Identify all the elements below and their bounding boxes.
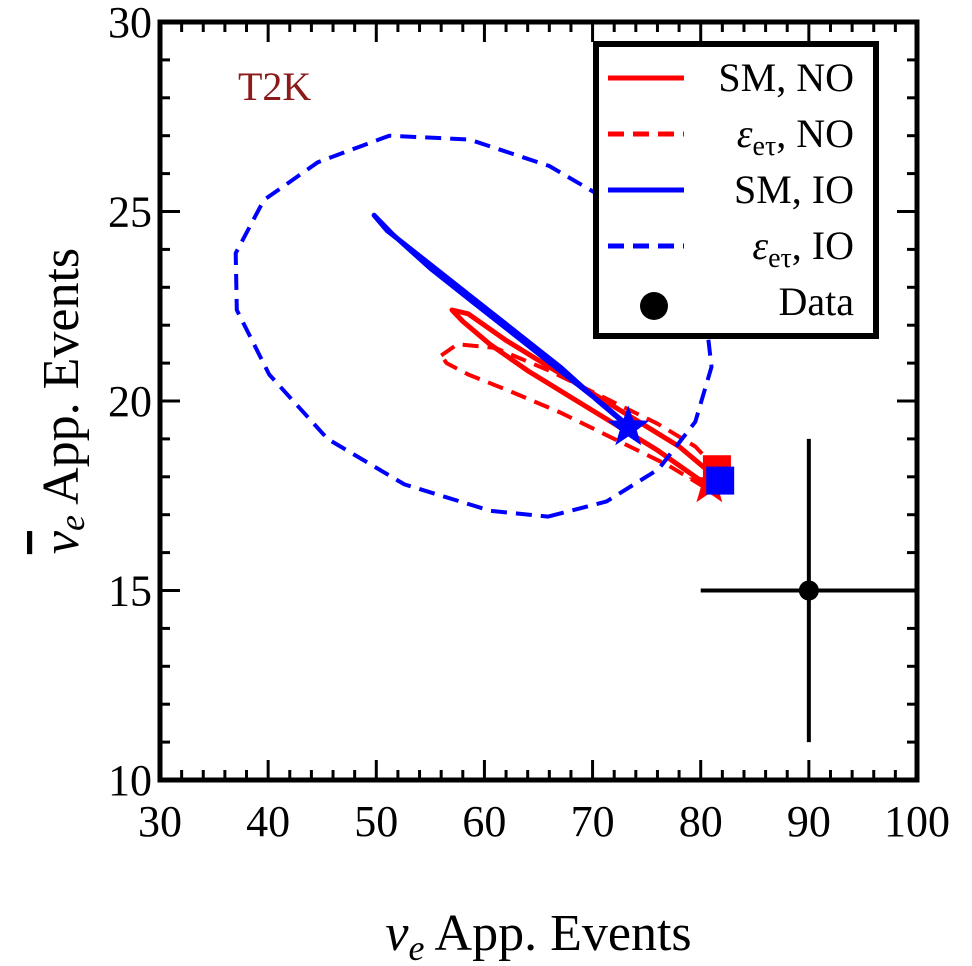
legend-label: εeτ, NO bbox=[737, 111, 854, 162]
tick-labels: 30 40 50 60 70 80 90 100 10 15 20 25 30 bbox=[108, 0, 950, 846]
data-point bbox=[798, 580, 819, 601]
x-tick-label: 50 bbox=[354, 797, 398, 846]
t2k-annotation: T2K bbox=[238, 64, 311, 109]
y-tick-label: 10 bbox=[108, 756, 152, 805]
legend-label: SM, NO bbox=[718, 55, 854, 100]
series-curve bbox=[371, 212, 633, 430]
series-curve bbox=[233, 133, 714, 519]
legend-label: SM, IO bbox=[734, 167, 854, 212]
x-tick-label: 70 bbox=[571, 797, 615, 846]
x-tick-label: 80 bbox=[679, 797, 723, 846]
x-axis-label: νe App. Events bbox=[385, 905, 691, 966]
x-tick-label: 100 bbox=[884, 797, 950, 846]
legend-label: εeτ, IO bbox=[752, 223, 854, 274]
plot-content bbox=[233, 133, 917, 743]
y-tick-label: 25 bbox=[108, 188, 152, 237]
x-tick-label: 30 bbox=[138, 797, 182, 846]
y-tick-label: 15 bbox=[108, 567, 152, 616]
y-tick-label: 30 bbox=[108, 0, 152, 47]
x-tick-label: 40 bbox=[246, 797, 290, 846]
square-marker bbox=[706, 466, 735, 495]
star-marker bbox=[607, 405, 650, 446]
legend-label: Data bbox=[778, 279, 854, 324]
y-axis-label: νe App. Events bbox=[33, 248, 92, 554]
legend: SM, NO εeτ, NO SM, IO εeτ, IO Data bbox=[593, 41, 879, 339]
legend-data-marker bbox=[640, 292, 668, 320]
x-tick-label: 60 bbox=[462, 797, 506, 846]
x-tick-label: 90 bbox=[787, 797, 831, 846]
y-tick-label: 20 bbox=[108, 377, 152, 426]
plot-frame bbox=[157, 19, 920, 783]
